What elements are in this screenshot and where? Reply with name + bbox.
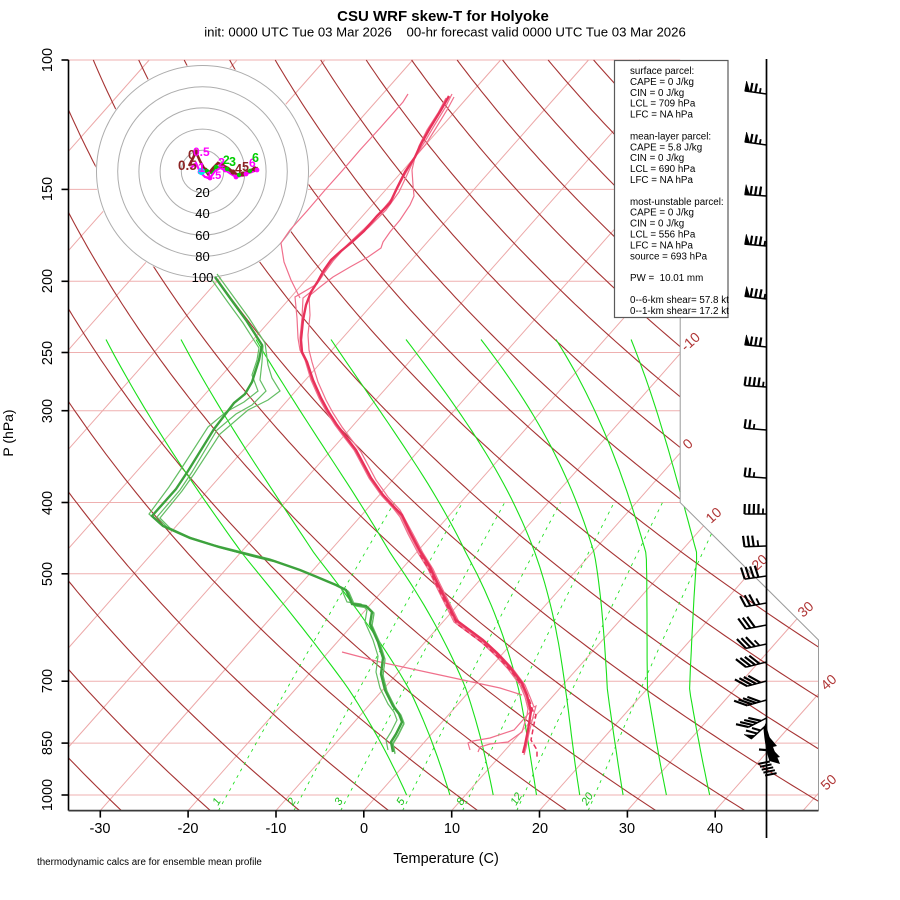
svg-text:thermodynamic calcs are for en: thermodynamic calcs are for ensemble mea…	[37, 857, 262, 868]
svg-text:1: 1	[210, 796, 223, 808]
svg-text:CAPE = 0 J/kg: CAPE = 0 J/kg	[630, 208, 694, 219]
svg-text:-30: -30	[90, 821, 111, 837]
svg-text:6: 6	[252, 151, 259, 165]
svg-text:PW = 10.01 mm: PW = 10.01 mm	[630, 273, 703, 284]
svg-text:1: 1	[198, 160, 205, 175]
svg-text:100: 100	[192, 270, 214, 285]
svg-text:-10: -10	[266, 821, 287, 837]
svg-text:LFC = NA hPa: LFC = NA hPa	[630, 240, 693, 251]
svg-text:20: 20	[532, 821, 548, 837]
svg-text:400: 400	[40, 491, 56, 515]
svg-text:0: 0	[360, 821, 368, 837]
svg-text:-20: -20	[178, 821, 199, 837]
svg-text:CAPE = 0 J/kg: CAPE = 0 J/kg	[630, 77, 694, 88]
svg-text:mean-layer parcel:: mean-layer parcel:	[630, 131, 711, 142]
svg-text:CAPE = 5.8 J/kg: CAPE = 5.8 J/kg	[630, 142, 702, 153]
svg-text:LFC = NA hPa: LFC = NA hPa	[630, 175, 693, 186]
svg-text:0--1-km shear= 17.2 kt: 0--1-km shear= 17.2 kt	[630, 306, 729, 317]
svg-text:100: 100	[40, 48, 56, 72]
svg-text:init: 0000 UTC Tue 03 Mar 2026: init: 0000 UTC Tue 03 Mar 2026 00-hr for…	[204, 25, 686, 40]
svg-text:300: 300	[40, 399, 56, 423]
svg-text:500: 500	[40, 562, 56, 586]
svg-text:most-unstable parcel:: most-unstable parcel:	[630, 197, 724, 208]
svg-text:30: 30	[619, 821, 635, 837]
svg-text:Temperature (C): Temperature (C)	[393, 851, 499, 867]
svg-text:0.5: 0.5	[178, 158, 197, 173]
svg-text:1000: 1000	[40, 779, 56, 811]
svg-text:80: 80	[195, 249, 209, 264]
svg-text:5: 5	[242, 160, 249, 174]
svg-text:40: 40	[707, 821, 723, 837]
svg-text:CIN = 0 J/kg: CIN = 0 J/kg	[630, 153, 684, 164]
svg-text:250: 250	[40, 341, 56, 365]
svg-text:surface parcel:: surface parcel:	[630, 66, 694, 77]
svg-text:0--6-km shear= 57.8 kt: 0--6-km shear= 57.8 kt	[630, 295, 729, 306]
svg-text:200: 200	[40, 269, 56, 293]
svg-text:2: 2	[218, 156, 225, 170]
svg-text:CIN = 0 J/kg: CIN = 0 J/kg	[630, 219, 684, 230]
svg-text:LCL = 556 hPa: LCL = 556 hPa	[630, 230, 696, 241]
svg-text:700: 700	[40, 669, 56, 693]
svg-text:1.5: 1.5	[206, 170, 221, 182]
svg-text:40: 40	[195, 206, 209, 221]
svg-text:LCL = 709 hPa: LCL = 709 hPa	[630, 99, 696, 110]
svg-text:60: 60	[195, 228, 209, 243]
svg-text:4: 4	[235, 162, 242, 176]
svg-text:150: 150	[40, 177, 56, 201]
svg-text:3: 3	[229, 155, 236, 169]
svg-text:P (hPa): P (hPa)	[0, 409, 16, 456]
svg-text:LFC = NA hPa: LFC = NA hPa	[630, 110, 693, 121]
svg-text:LCL = 690 hPa: LCL = 690 hPa	[630, 164, 696, 175]
svg-text:CIN = 0 J/kg: CIN = 0 J/kg	[630, 88, 684, 99]
svg-text:6: 6	[249, 156, 256, 170]
svg-text:850: 850	[40, 731, 56, 755]
svg-text:10: 10	[444, 821, 460, 837]
svg-text:20: 20	[195, 185, 209, 200]
svg-text:CSU WRF skew-T for Holyoke: CSU WRF skew-T for Holyoke	[337, 8, 549, 25]
svg-text:12: 12	[508, 791, 525, 808]
svg-text:0: 0	[188, 147, 195, 162]
svg-text:2: 2	[223, 153, 230, 167]
svg-text:source = 693 hPa: source = 693 hPa	[630, 251, 708, 262]
svg-text:0.5: 0.5	[193, 145, 210, 159]
